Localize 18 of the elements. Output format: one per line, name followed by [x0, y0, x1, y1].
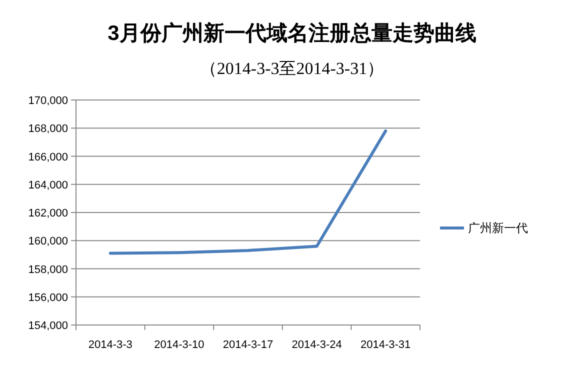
y-tick-label: 166,000 [28, 151, 68, 164]
x-tick-label: 2014-3-24 [292, 339, 342, 351]
x-tick-label: 2014-3-10 [154, 339, 204, 351]
y-tick-label: 154,000 [28, 320, 68, 332]
y-tick-label: 162,000 [28, 208, 68, 220]
x-tick-label: 2014-3-31 [360, 339, 411, 351]
y-tick-label: 158,000 [28, 264, 68, 276]
y-tick-label: 164,000 [28, 179, 68, 192]
x-tick-label: 2014-3-17 [222, 339, 274, 351]
y-tick-label: 168,000 [28, 123, 68, 136]
y-tick-label: 160,000 [28, 236, 68, 248]
x-tick-label: 2014-3-3 [88, 339, 132, 351]
line-series [108, 129, 388, 255]
y-tick-label: 170,000 [28, 95, 68, 107]
legend-label: 广州新一代 [468, 221, 528, 235]
chart-subtitle: （2014-3-3至2014-3-31） [200, 59, 384, 78]
chart-title: 3月份广州新一代域名注册总量走势曲线 [108, 21, 476, 45]
y-tick-label: 156,000 [28, 292, 68, 304]
